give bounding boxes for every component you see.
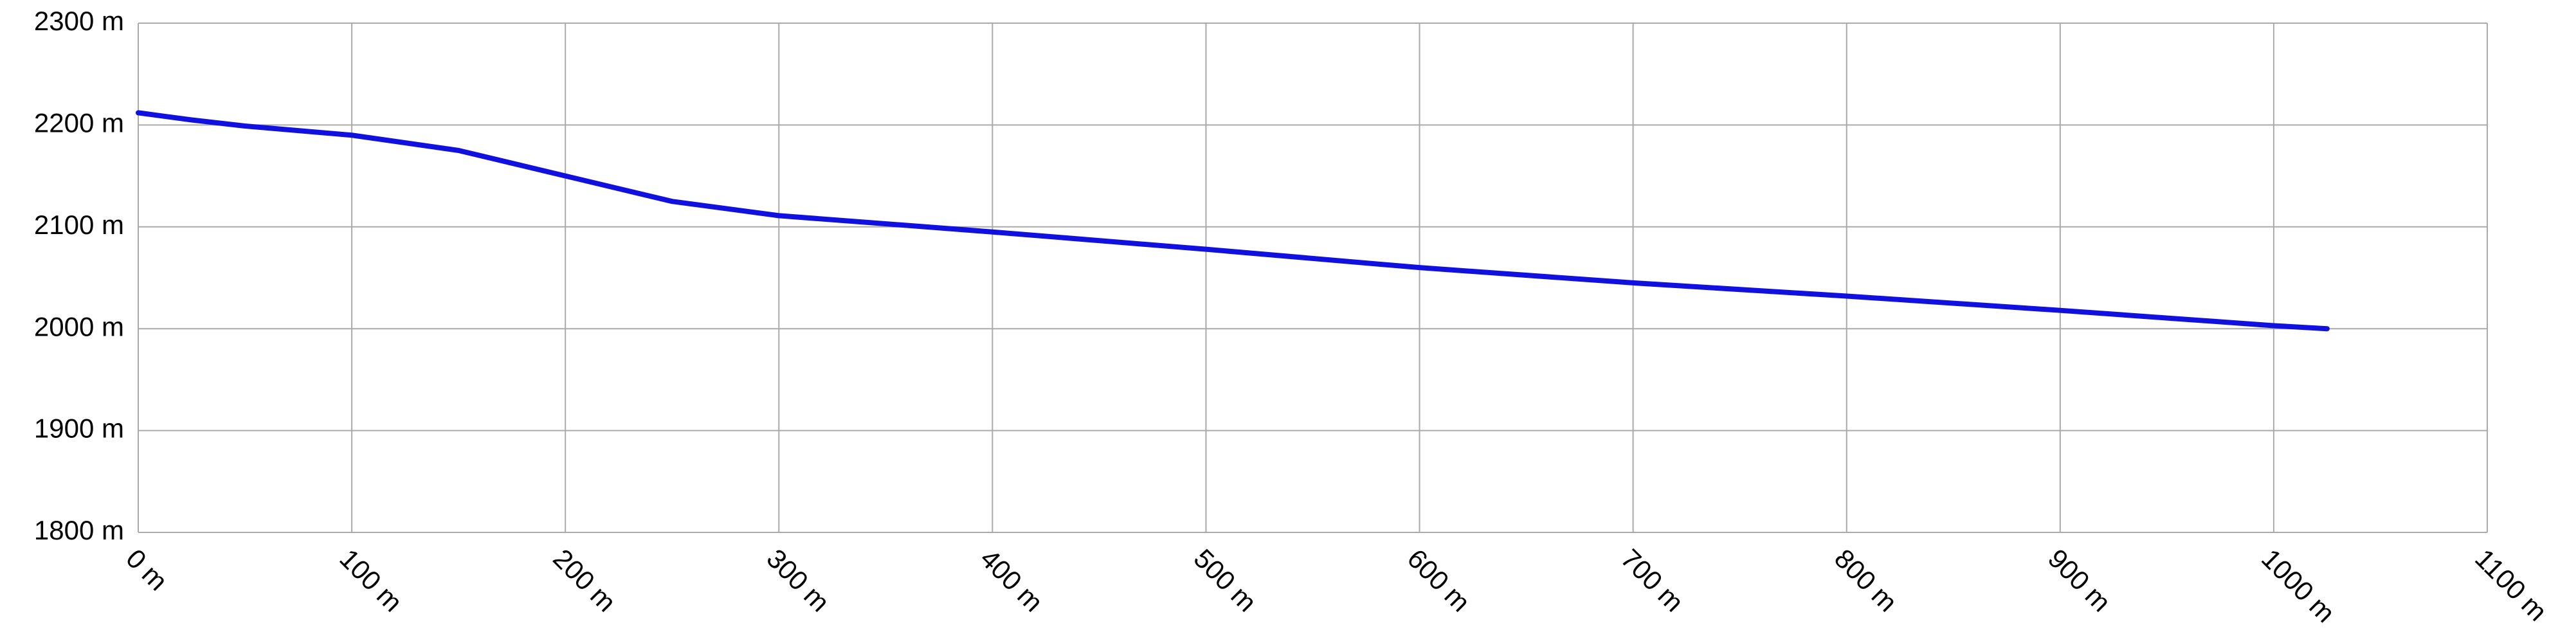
- y-tick-label: 1800 m: [34, 515, 124, 545]
- elevation-line: [136, 110, 2330, 332]
- x-tick-label: 1100 m: [2469, 543, 2553, 627]
- y-tick-label: 2000 m: [34, 311, 124, 341]
- x-tick-label: 700 m: [1615, 543, 1690, 618]
- x-tick-label: 200 m: [547, 543, 622, 618]
- x-tick-label: 100 m: [334, 543, 408, 618]
- x-tick-label: 500 m: [1188, 543, 1263, 618]
- y-tick-label: 2100 m: [34, 210, 124, 240]
- x-tick-label: 900 m: [2042, 543, 2117, 618]
- y-tick-label: 2300 m: [34, 6, 124, 36]
- y-tick-label: 2200 m: [34, 107, 124, 138]
- x-tick-label: 1000 m: [2256, 543, 2341, 628]
- x-tick-label: 300 m: [761, 543, 835, 618]
- x-tick-label: 800 m: [1829, 543, 1903, 618]
- x-tick-label: 600 m: [1402, 543, 1476, 618]
- x-tick-label: 0 m: [120, 543, 174, 597]
- x-tick-label: 400 m: [974, 543, 1049, 618]
- y-tick-label: 1900 m: [34, 413, 124, 444]
